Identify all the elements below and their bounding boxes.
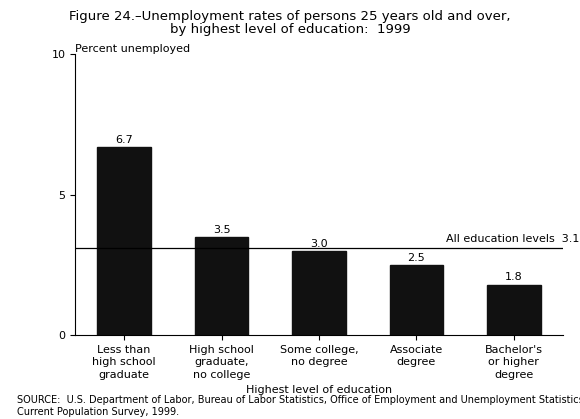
Text: by highest level of education:  1999: by highest level of education: 1999 <box>170 23 410 36</box>
Bar <box>97 147 151 335</box>
Text: 1.8: 1.8 <box>505 272 523 282</box>
Text: 2.5: 2.5 <box>408 253 425 263</box>
Bar <box>292 251 346 335</box>
Bar <box>195 237 248 335</box>
Text: 6.7: 6.7 <box>115 135 133 145</box>
Text: SOURCE:  U.S. Department of Labor, Bureau of Labor Statistics, Office of Employm: SOURCE: U.S. Department of Labor, Bureau… <box>17 395 580 417</box>
Text: Percent unemployed: Percent unemployed <box>75 44 190 54</box>
Text: Figure 24.–Unemployment rates of persons 25 years old and over,: Figure 24.–Unemployment rates of persons… <box>69 10 511 23</box>
Bar <box>487 285 541 335</box>
Text: 3.0: 3.0 <box>310 239 328 249</box>
X-axis label: Highest level of education: Highest level of education <box>246 385 392 395</box>
Text: All education levels  3.1: All education levels 3.1 <box>445 234 579 244</box>
Text: 3.5: 3.5 <box>213 225 230 235</box>
Bar <box>390 265 443 335</box>
